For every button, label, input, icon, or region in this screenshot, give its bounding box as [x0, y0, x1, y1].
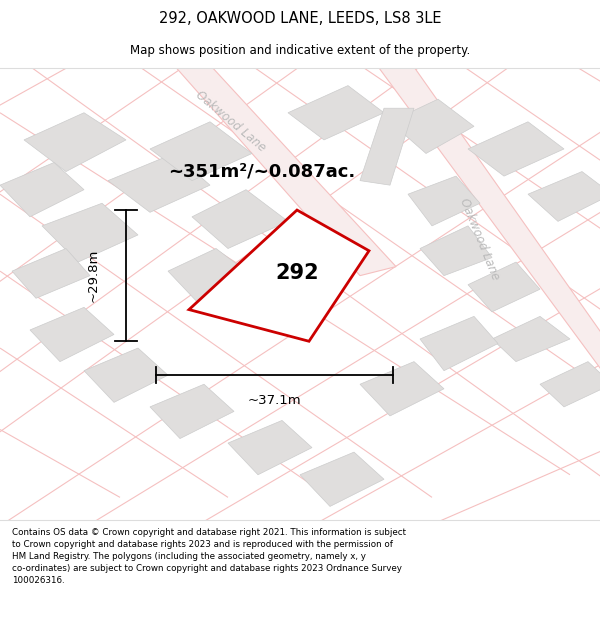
- Polygon shape: [492, 316, 570, 362]
- Polygon shape: [360, 108, 414, 185]
- Polygon shape: [540, 362, 600, 407]
- Polygon shape: [420, 316, 498, 371]
- Polygon shape: [189, 210, 369, 341]
- Text: Map shows position and indicative extent of the property.: Map shows position and indicative extent…: [130, 44, 470, 57]
- Polygon shape: [42, 203, 138, 262]
- Polygon shape: [300, 452, 384, 506]
- Polygon shape: [168, 249, 252, 302]
- Text: 292: 292: [275, 263, 319, 283]
- Polygon shape: [30, 308, 114, 362]
- Polygon shape: [468, 262, 540, 312]
- Polygon shape: [150, 384, 234, 439]
- Polygon shape: [468, 122, 564, 176]
- Polygon shape: [390, 99, 474, 154]
- Polygon shape: [12, 249, 90, 298]
- Polygon shape: [372, 59, 600, 384]
- Polygon shape: [150, 122, 252, 181]
- Text: ~351m²/~0.087ac.: ~351m²/~0.087ac.: [168, 162, 355, 181]
- Polygon shape: [192, 189, 288, 249]
- Polygon shape: [360, 362, 444, 416]
- Text: ~37.1m: ~37.1m: [248, 394, 301, 407]
- Text: ~29.8m: ~29.8m: [86, 249, 100, 302]
- Text: Contains OS data © Crown copyright and database right 2021. This information is : Contains OS data © Crown copyright and d…: [12, 528, 406, 584]
- Text: Oakwood Lane: Oakwood Lane: [458, 197, 502, 282]
- Polygon shape: [408, 176, 480, 226]
- Polygon shape: [420, 226, 492, 276]
- Polygon shape: [84, 348, 168, 403]
- Polygon shape: [168, 59, 396, 276]
- Polygon shape: [528, 172, 600, 221]
- Text: 292, OAKWOOD LANE, LEEDS, LS8 3LE: 292, OAKWOOD LANE, LEEDS, LS8 3LE: [159, 11, 441, 26]
- Polygon shape: [288, 86, 384, 140]
- Polygon shape: [228, 421, 312, 475]
- Polygon shape: [24, 112, 126, 172]
- Polygon shape: [0, 162, 84, 217]
- Text: Oakwood Lane: Oakwood Lane: [193, 89, 269, 155]
- Polygon shape: [108, 154, 210, 212]
